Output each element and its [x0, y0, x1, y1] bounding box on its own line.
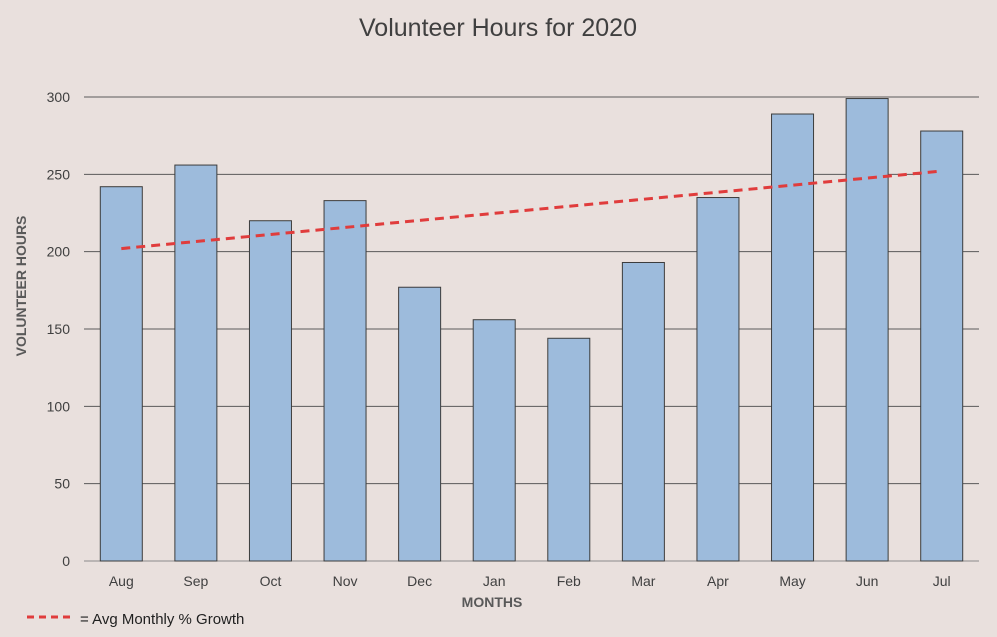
bar-nov [323, 200, 367, 562]
y-axis-title: VOLUNTEER HOURS [13, 216, 29, 357]
x-tick-label: Mar [631, 573, 655, 589]
legend-label: = Avg Monthly % Growth [80, 611, 244, 628]
bar-dec [398, 286, 442, 562]
bar-aug [99, 186, 143, 562]
y-tick-label: 250 [47, 166, 71, 182]
bar-jul [920, 130, 964, 562]
bar-may [771, 113, 815, 562]
bar-apr [696, 197, 740, 562]
x-tick-label: Jan [483, 573, 506, 589]
y-tick-label: 200 [47, 244, 71, 260]
x-tick-label: Aug [109, 573, 134, 589]
bar-oct [248, 220, 292, 562]
bar-jan [472, 319, 516, 562]
trendline-layer [121, 169, 940, 251]
x-tick-label: Feb [557, 573, 581, 589]
bar-mar [621, 261, 665, 562]
bar-jun [845, 98, 889, 562]
y-tick-label: 300 [47, 89, 71, 105]
x-tick-label: Apr [707, 573, 729, 589]
y-tick-label: 100 [47, 398, 71, 414]
x-tick-label: May [779, 573, 805, 589]
bar-feb [547, 337, 591, 562]
bars [99, 98, 964, 562]
x-axis-ticks: Aug Sep Oct Nov Dec Jan Feb Mar Apr May Jun Jul [109, 573, 951, 589]
x-tick-label: Jun [856, 573, 879, 589]
bar-sep [174, 164, 218, 562]
x-tick-label: Jul [933, 573, 951, 589]
x-tick-label: Oct [260, 573, 282, 589]
y-axis-ticks: 0 50 100 150 200 250 300 [47, 89, 71, 569]
x-tick-label: Dec [407, 573, 432, 589]
x-tick-label: Sep [183, 573, 208, 589]
x-axis-title: MONTHS [462, 594, 523, 610]
gridlines [84, 96, 979, 562]
y-tick-label: 0 [62, 553, 70, 569]
y-tick-label: 150 [47, 321, 71, 337]
y-tick-label: 50 [54, 476, 70, 492]
chart-title: Volunteer Hours for 2020 [359, 14, 637, 42]
trendline [121, 169, 940, 251]
legend: = Avg Monthly % Growth [27, 611, 244, 628]
x-tick-label: Nov [333, 573, 358, 589]
